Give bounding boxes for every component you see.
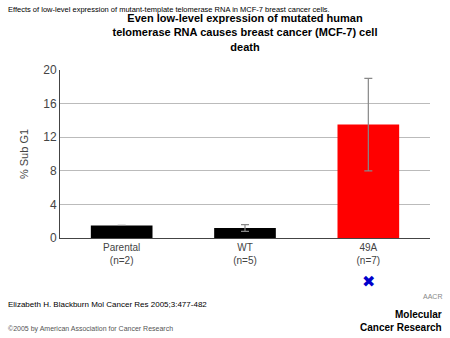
svg-text:©2005 by American Association: ©2005 by American Association for Cancer… <box>8 325 173 333</box>
svg-text:49A(n=7): 49A(n=7) <box>357 242 381 266</box>
svg-text:Elizabeth H. Blackburn Mol Can: Elizabeth H. Blackburn Mol Cancer Res 20… <box>8 300 207 309</box>
svg-text:4: 4 <box>50 198 57 212</box>
svg-text:0: 0 <box>50 231 57 245</box>
svg-text:Effects of low-level expressio: Effects of low-level expression of mutan… <box>8 5 330 14</box>
svg-text:% Sub G1: % Sub G1 <box>18 129 30 179</box>
svg-text:WT(n=5): WT(n=5) <box>233 242 257 266</box>
svg-text:✖: ✖ <box>362 273 375 290</box>
svg-text:Even low-level expression of m: Even low-level expression of mutated hum… <box>113 12 378 53</box>
svg-text:8: 8 <box>50 164 57 178</box>
svg-text:AACR: AACR <box>423 293 442 300</box>
svg-text:12: 12 <box>43 130 57 144</box>
svg-text:Parental(n=2): Parental(n=2) <box>103 242 140 266</box>
svg-text:16: 16 <box>43 97 57 111</box>
svg-text:MolecularCancer Research: MolecularCancer Research <box>360 309 442 333</box>
svg-text:20: 20 <box>43 63 57 77</box>
